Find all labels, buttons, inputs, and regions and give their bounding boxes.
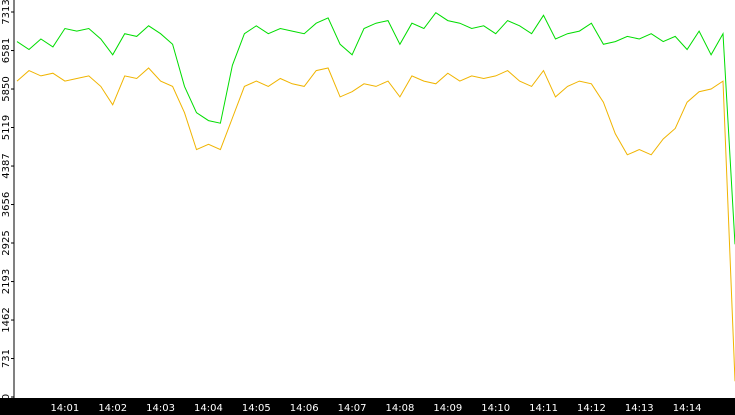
- y-tick-label: 2193: [1, 269, 12, 294]
- y-tick-label: 2925: [1, 230, 12, 255]
- x-tick-label: 14:03: [146, 403, 175, 414]
- x-tick-label: 14:04: [194, 403, 223, 414]
- y-tick-label: 731: [1, 349, 12, 368]
- y-tick-label: 7313: [1, 0, 12, 25]
- x-tick-label: 14:11: [529, 403, 558, 414]
- x-tick-label: 14:01: [50, 403, 79, 414]
- x-tick-label: 14:05: [242, 403, 271, 414]
- x-tick-label: 14:02: [98, 403, 127, 414]
- y-tick-label: 5850: [1, 76, 12, 101]
- y-tick-label: 0: [1, 394, 12, 400]
- x-tick-label: 14:12: [577, 403, 606, 414]
- series-line: [16, 67, 735, 382]
- y-tick-label: 4387: [1, 153, 12, 178]
- x-tick-label: 14:09: [433, 403, 462, 414]
- y-tick-label: 6581: [1, 38, 12, 63]
- y-tick-label: 3656: [1, 192, 12, 217]
- y-tick-label: 5119: [1, 115, 12, 140]
- x-axis-bar: [0, 398, 735, 415]
- x-tick-label: 14:14: [673, 403, 702, 414]
- x-tick-label: 14:10: [481, 403, 510, 414]
- x-tick-label: 14:07: [338, 403, 367, 414]
- y-tick-label: 1462: [1, 307, 12, 332]
- x-tick-label: 14:13: [625, 403, 654, 414]
- x-tick-label: 14:08: [386, 403, 415, 414]
- x-tick-label: 14:06: [290, 403, 319, 414]
- series-line: [16, 12, 735, 245]
